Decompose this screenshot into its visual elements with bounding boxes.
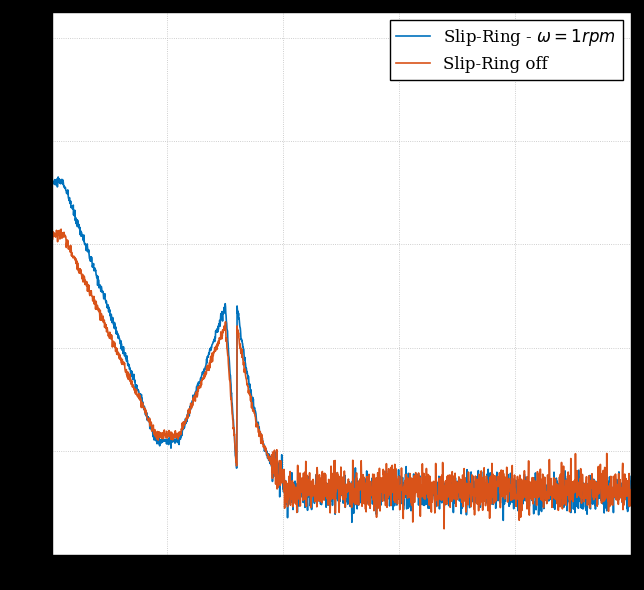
Slip-Ring - $\omega = 1rpm$ (627, 473, 635, 480)
Slip-Ring off (627, 496, 635, 503)
Slip-Ring off (611, 493, 618, 500)
Slip-Ring - $\omega = 1rpm$ (48, 176, 55, 183)
Line: Slip-Ring off: Slip-Ring off (52, 229, 631, 529)
Slip-Ring - $\omega = 1rpm$ (348, 519, 355, 526)
Slip-Ring off (440, 525, 448, 532)
Slip-Ring off (57, 225, 65, 232)
Legend: Slip-Ring - $\omega = 1rpm$, Slip-Ring off: Slip-Ring - $\omega = 1rpm$, Slip-Ring o… (390, 20, 623, 80)
Line: Slip-Ring - $\omega = 1rpm$: Slip-Ring - $\omega = 1rpm$ (52, 177, 631, 522)
Slip-Ring off (77, 271, 85, 278)
Slip-Ring - $\omega = 1rpm$ (611, 485, 618, 492)
Slip-Ring - $\omega = 1rpm$ (77, 229, 85, 236)
Slip-Ring off (330, 473, 337, 480)
Slip-Ring off (611, 472, 619, 479)
Slip-Ring - $\omega = 1rpm$ (54, 173, 62, 181)
Slip-Ring - $\omega = 1rpm$ (611, 480, 619, 487)
Slip-Ring - $\omega = 1rpm$ (314, 493, 322, 500)
Slip-Ring off (48, 228, 55, 235)
Slip-Ring off (505, 483, 513, 490)
Slip-Ring off (314, 480, 322, 487)
Slip-Ring - $\omega = 1rpm$ (505, 496, 513, 503)
Slip-Ring - $\omega = 1rpm$ (330, 484, 337, 491)
